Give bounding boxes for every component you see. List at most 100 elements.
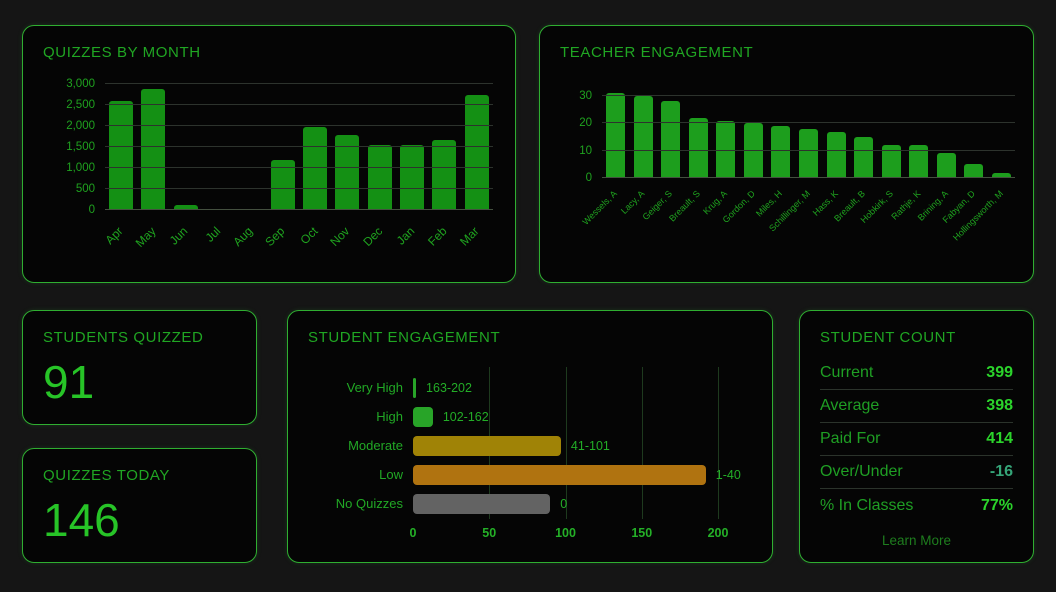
table-row: % In Classes 77% — [820, 489, 1013, 522]
row-label: Current — [820, 364, 874, 381]
bar-Nov — [335, 135, 360, 210]
row-value: 398 — [986, 397, 1013, 414]
category-label: No Quizzes — [335, 496, 403, 511]
y-tick-label: 1,000 — [66, 162, 95, 174]
bar-Very High — [413, 377, 417, 398]
engagement-row: Low 1-40 — [308, 460, 758, 489]
gridline — [105, 146, 493, 147]
bar-Schillinger, M — [798, 128, 818, 178]
bar-value-label: 102-162 — [442, 409, 489, 424]
plot-area — [105, 83, 493, 210]
bar-Miles, H — [771, 126, 791, 178]
quizzes-by-month-chart: 0 500 1,000 1,500 2,000 2,500 3,000 Apr May Jun J… — [41, 78, 493, 276]
plot-area — [602, 93, 1015, 178]
bar-No Quizzes — [413, 493, 551, 514]
bar-Jun — [173, 204, 198, 210]
bar-value-label: 0 — [560, 496, 568, 511]
students-quizzed-title: STUDENTS QUIZZED — [43, 329, 204, 346]
row-value: 399 — [986, 364, 1013, 381]
x-tick-label: 0 — [409, 526, 417, 540]
bar-Apr — [109, 101, 134, 210]
x-axis-labels: Apr May Jun Jul Aug Sep Oct Nov Dec Jan Feb Mar — [103, 210, 493, 276]
bar-Krug, A — [716, 120, 736, 178]
engagement-row: No Quizzes 0 — [308, 489, 758, 518]
quizzes-by-month-title: QUIZZES BY MONTH — [43, 44, 201, 61]
y-axis: 0 10 20 30 — [556, 90, 602, 184]
bar-group — [105, 84, 493, 210]
table-row: Average 398 — [820, 390, 1013, 423]
row-label: Average — [820, 397, 880, 414]
bar-track: 163-202 — [413, 377, 718, 398]
panel-quizzes-by-month: QUIZZES BY MONTH 0 500 1,000 1,500 2,000 2,50… — [22, 25, 516, 283]
teacher-engagement-chart: 0 10 20 30 Wessels, A Lacy, A Geiger, S Breaul… — [556, 90, 1015, 278]
teacher-engagement-title: TEACHER ENGAGEMENT — [560, 44, 754, 61]
row-label: % In Classes — [820, 496, 914, 514]
gridline — [602, 149, 1015, 151]
panel-student-count: STUDENT COUNT Current 399 Average 398 Pa… — [799, 310, 1034, 563]
y-tick-label: 1,500 — [66, 141, 95, 153]
bar-Gordon, D — [743, 123, 763, 178]
gridline — [602, 122, 1015, 124]
y-tick-label: 3,000 — [66, 78, 95, 90]
y-tick-label: 500 — [75, 183, 95, 195]
bar-Feb — [432, 139, 457, 210]
bar-Lacy, A — [633, 96, 653, 178]
student-engagement-title: STUDENT ENGAGEMENT — [308, 329, 501, 346]
x-tick-label: 100 — [555, 526, 576, 540]
gridline — [718, 367, 719, 519]
y-tick-label: 0 — [585, 172, 592, 184]
bar-Dec — [367, 145, 392, 210]
bar-Hass, K — [826, 131, 846, 178]
x-category-label: May — [132, 224, 159, 250]
y-tick-label: 0 — [88, 204, 95, 216]
x-tick-label: 50 — [482, 526, 497, 540]
student-count-title: STUDENT COUNT — [820, 329, 956, 346]
table-row: Current 399 — [820, 357, 1013, 390]
gridline — [105, 104, 493, 105]
gridline — [105, 83, 493, 84]
student-count-table: Current 399 Average 398 Paid For 414 Ove… — [820, 357, 1013, 522]
bar-Hobkirk, S — [881, 145, 901, 178]
category-label: Very High — [346, 380, 403, 395]
bar-Sep — [270, 160, 295, 210]
x-tick-label: 200 — [707, 526, 729, 540]
bar-Fabyan, D — [964, 164, 984, 178]
gridline — [105, 209, 493, 210]
bar-High — [413, 406, 433, 427]
y-tick-label: 20 — [579, 117, 592, 130]
x-category-label: Hollingsworth, M — [950, 188, 1005, 243]
learn-more-link[interactable]: Learn More — [881, 533, 952, 548]
x-category-label: Apr — [103, 224, 127, 248]
quizzes-today-title: QUIZZES TODAY — [43, 467, 170, 484]
x-axis-labels: Wessels, A Lacy, A Geiger, S Breault, S Krug… — [581, 178, 1015, 278]
y-tick-label: 2,000 — [66, 120, 95, 132]
engagement-row: Moderate 41-101 — [308, 431, 758, 460]
bar-value-label: 163-202 — [426, 380, 472, 395]
panel-teacher-engagement: TEACHER ENGAGEMENT 0 10 20 30 Wessels, A Lac… — [539, 25, 1034, 283]
bar-rows: Very High 163-202 High 102-162 Moderate 41-10… — [308, 373, 758, 518]
gridline — [565, 367, 567, 519]
gridline — [602, 95, 1015, 96]
bar-value-label: 1-40 — [715, 467, 741, 482]
students-quizzed-value: 91 — [43, 356, 95, 408]
x-category-label: Nov — [327, 224, 353, 250]
gridline — [602, 177, 1015, 178]
row-label: Over/Under — [820, 463, 903, 480]
bar-Breault, S — [688, 117, 708, 178]
bar-group — [602, 93, 1015, 178]
panel-students-quizzed: STUDENTS QUIZZED 91 — [22, 310, 257, 425]
gridline — [641, 367, 643, 519]
y-axis: 0 500 1,000 1,500 2,000 2,500 3,000 — [41, 78, 105, 216]
engagement-row: Very High 163-202 — [308, 373, 758, 402]
bar-Hollingsworth, M — [991, 172, 1011, 178]
x-category-label: Jun — [167, 224, 191, 248]
y-tick-label: 10 — [579, 144, 592, 157]
x-category-label: Aug — [230, 224, 256, 250]
gridline — [105, 167, 493, 168]
table-row: Paid For 414 — [820, 423, 1013, 456]
bar-Mar — [464, 95, 489, 210]
quizzes-today-value: 146 — [43, 494, 120, 546]
student-engagement-chart: Very High 163-202 High 102-162 Moderate 41-10… — [308, 367, 758, 554]
row-value: 77% — [980, 496, 1013, 514]
